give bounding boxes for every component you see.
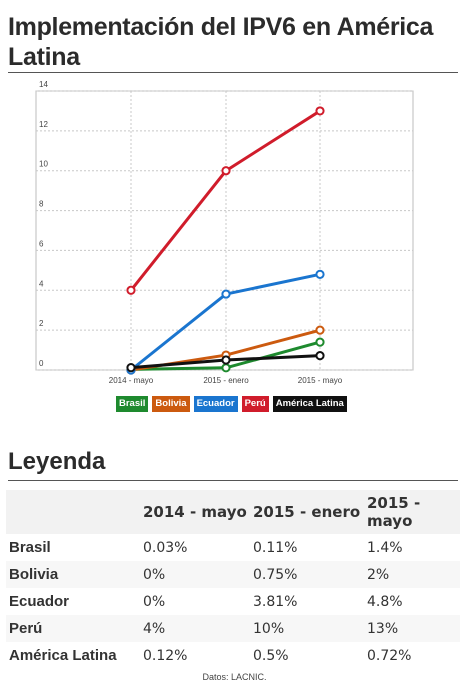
data-point-america-latina <box>221 355 231 365</box>
table-row: Bolivia 0% 0.75% 2% <box>6 561 460 588</box>
table-cell: 13% <box>364 615 460 642</box>
y-tick-label: 8 <box>39 200 44 209</box>
data-point-peru <box>315 106 325 116</box>
title-divider <box>8 72 458 73</box>
table-row-label: Ecuador <box>9 593 70 610</box>
table-header-cell <box>6 490 140 534</box>
table-cell: 3.81% <box>253 593 298 610</box>
table-cell: 2% <box>364 561 460 588</box>
y-tick-label: 4 <box>39 279 44 288</box>
table-row: Brasil 0.03% 0.11% 1.4% <box>6 534 460 561</box>
table-header-cell: 2015 - mayo <box>367 494 421 530</box>
legend-heading: Leyenda <box>8 448 106 475</box>
table-cell: 0.12% <box>143 647 188 664</box>
data-point-bolivia <box>315 325 325 335</box>
data-point-brasil <box>221 363 231 373</box>
y-tick-label: 2 <box>39 319 44 328</box>
source-note: Datos: LACNIC. <box>202 672 267 682</box>
chart-legend: Brasil Bolivia Ecuador Perú América Lati… <box>116 396 347 412</box>
table-row-label: Perú <box>6 615 140 642</box>
legend-item-peru[interactable]: Perú <box>241 396 269 412</box>
table-header-cell: 2015 - enero <box>253 503 361 521</box>
data-point-america-latina <box>126 363 136 373</box>
legend-item-bolivia[interactable]: Bolivia <box>152 396 190 412</box>
data-point-brasil <box>315 337 325 347</box>
table-cell: 0.11% <box>253 539 298 556</box>
legend-item-brasil[interactable]: Brasil <box>116 396 149 412</box>
table-cell: 4% <box>140 615 250 642</box>
x-tick-label: 2015 - mayo <box>298 376 343 385</box>
table-cell: 0.75% <box>250 561 364 588</box>
table-row: Perú 4% 10% 13% <box>6 615 460 642</box>
table-row-label: Brasil <box>9 539 51 556</box>
y-tick-label: 12 <box>39 120 48 129</box>
plot-area <box>35 90 414 371</box>
data-point-ecuador <box>315 269 325 279</box>
legend-divider <box>8 480 458 481</box>
y-tick-label: 6 <box>39 239 44 248</box>
page-title: Implementación del IPV6 en América Latin… <box>8 13 434 71</box>
legend-item-america-latina[interactable]: América Latina <box>272 396 347 412</box>
table-row-label: América Latina <box>9 647 117 664</box>
table-cell: 0.03% <box>143 539 188 556</box>
x-tick-label: 2015 - enero <box>203 376 249 385</box>
data-point-america-latina <box>315 351 325 361</box>
y-tick-label: 10 <box>39 160 48 169</box>
table-cell: 0% <box>143 593 166 610</box>
table-cell: 0.72% <box>367 647 412 664</box>
y-tick-label: 0 <box>39 359 44 368</box>
data-point-peru <box>221 166 231 176</box>
data-point-peru <box>126 285 136 295</box>
data-point-ecuador <box>221 289 231 299</box>
table-cell: 0.5% <box>253 647 289 664</box>
table-header-cell: 2014 - mayo <box>143 503 247 521</box>
y-tick-label: 14 <box>39 80 48 89</box>
table-cell: 1.4% <box>367 539 403 556</box>
table-row: América Latina 0.12% 0.5% 0.72% <box>6 642 460 669</box>
table-cell: 0% <box>140 561 250 588</box>
x-tick-label: 2014 - mayo <box>109 376 154 385</box>
table-cell: 10% <box>250 615 364 642</box>
data-table: 2014 - mayo 2015 - enero 2015 - mayo Bra… <box>6 490 460 669</box>
legend-item-ecuador[interactable]: Ecuador <box>193 396 238 412</box>
table-cell: 4.8% <box>367 593 403 610</box>
table-row: Ecuador 0% 3.81% 4.8% <box>6 588 460 615</box>
table-row-label: Bolivia <box>6 561 140 588</box>
line-chart: 0 2 4 6 8 10 12 14 2014 - mayo 2015 - enero 2015 -… <box>35 80 414 385</box>
table-header-row: 2014 - mayo 2015 - enero 2015 - mayo <box>6 490 460 534</box>
